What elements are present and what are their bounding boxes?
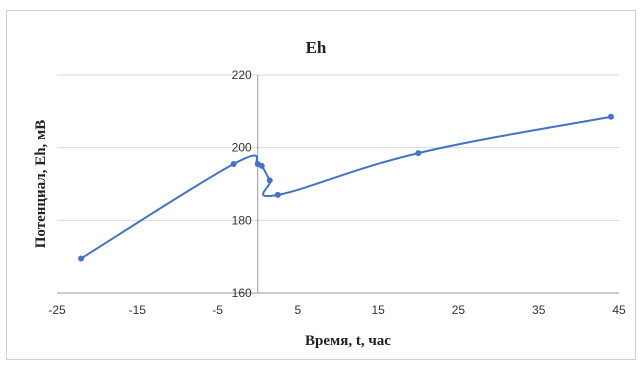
- chart-title: Eh: [306, 38, 327, 57]
- y-tick-label: 220: [232, 68, 252, 82]
- x-tick-label: 35: [532, 303, 546, 317]
- data-points: [78, 113, 614, 262]
- x-axis-label: Время, t, час: [305, 333, 391, 349]
- y-tick-label: 200: [232, 141, 252, 155]
- data-point: [266, 177, 273, 184]
- x-tick-label: -15: [129, 303, 147, 317]
- data-point: [415, 150, 422, 157]
- x-tick-label: 25: [452, 303, 466, 317]
- data-point: [230, 161, 237, 168]
- x-tick-label: -5: [212, 303, 223, 317]
- data-point: [607, 113, 614, 120]
- data-point: [274, 191, 281, 198]
- line-chart: Eh 160 180 200 220 -25 -15 -5 5 15 25 35 45 Время, …: [33, 38, 626, 349]
- y-axis-label: Потенциал, Eh, мВ: [33, 120, 49, 249]
- tick-labels: 160 180 200 220 -25 -15 -5 5 15 25 35 45: [48, 68, 626, 317]
- gridlines: [57, 74, 619, 221]
- x-tick-label: 45: [612, 303, 626, 317]
- axes: [57, 75, 619, 294]
- x-tick-label: 5: [295, 303, 302, 317]
- x-tick-label: 15: [371, 303, 385, 317]
- y-tick-label: 180: [232, 213, 252, 227]
- x-tick-label: -25: [48, 303, 66, 317]
- y-tick-label: 160: [232, 286, 252, 300]
- data-point: [78, 255, 85, 262]
- chart-frame: Eh 160 180 200 220 -25 -15 -5 5 15 25 35 45 Время, …: [6, 10, 636, 360]
- series-line: [80, 115, 612, 260]
- data-point: [258, 162, 265, 169]
